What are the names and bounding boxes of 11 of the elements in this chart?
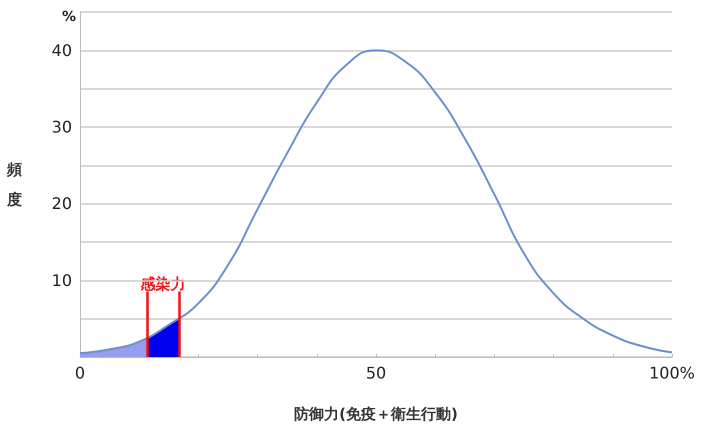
x-tick-label: 0 xyxy=(74,364,86,382)
y-tick-label: 40 xyxy=(52,40,72,60)
y-tick-label: 10 xyxy=(52,270,72,290)
y-tick-label: 30 xyxy=(52,118,72,136)
x-tick-label: 50 xyxy=(366,364,386,382)
text: % xyxy=(62,9,76,25)
y-axis-title: 頻度 xyxy=(6,160,22,208)
line-series xyxy=(79,49,673,354)
x-axis-title: 防御力(免疫＋衛生行動) xyxy=(294,405,458,423)
x-tick-label: 100% xyxy=(649,364,695,382)
y-tick-label: 20 xyxy=(52,194,72,214)
